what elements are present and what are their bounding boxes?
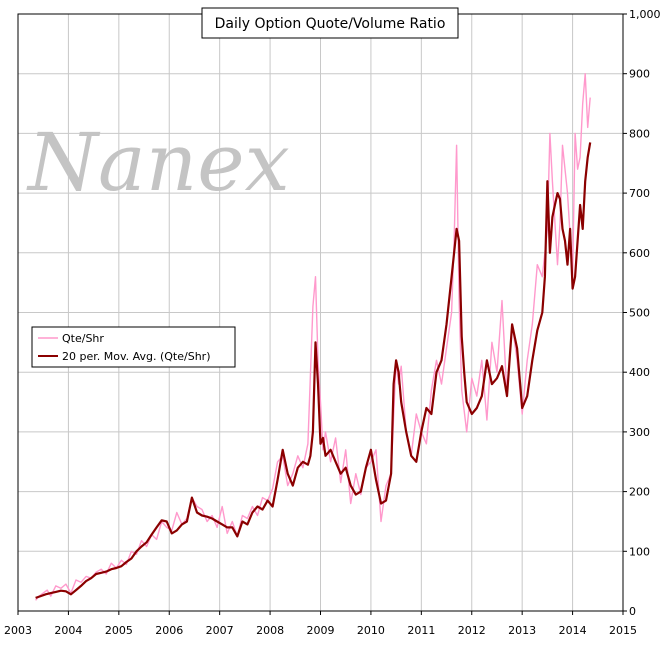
y-axis: 0 100 200 300 400 500 600 700 800 900 1,000 <box>623 8 661 618</box>
chart-title: Daily Option Quote/Volume Ratio <box>215 16 446 32</box>
y-tick-label: 500 <box>629 307 650 320</box>
y-tick-label: 400 <box>629 366 650 379</box>
x-tick-label: 2009 <box>307 624 335 637</box>
y-tick-label: 300 <box>629 426 650 439</box>
series-line-daily-ratio <box>35 72 591 601</box>
x-tick-label: 2012 <box>458 624 486 637</box>
y-tick-label: 700 <box>629 187 650 200</box>
x-tick-label: 2010 <box>357 624 385 637</box>
series-line-moving-average <box>35 142 592 599</box>
y-tick-label: 1,000 <box>629 8 661 21</box>
series-layer <box>35 72 592 601</box>
x-tick-label: 2006 <box>155 624 183 637</box>
grid-lines <box>18 14 623 611</box>
x-tick-label: 2011 <box>407 624 435 637</box>
x-tick-label: 2005 <box>105 624 133 637</box>
x-tick-label: 2003 <box>4 624 32 637</box>
x-axis: 2003 2004 2005 2006 2007 2008 2009 2010 2011 2012… <box>4 611 637 637</box>
chart-title-box: Daily Option Quote/Volume Ratio <box>201 7 459 39</box>
x-tick-label: 2008 <box>256 624 284 637</box>
y-tick-label: 600 <box>629 247 650 260</box>
x-tick-label: 2007 <box>206 624 234 637</box>
legend-label-daily: Qte/Shr <box>62 332 104 345</box>
x-tick-label: 2014 <box>559 624 587 637</box>
watermark: Nanex <box>26 116 290 209</box>
y-tick-label: 200 <box>629 486 650 499</box>
y-tick-label: 800 <box>629 127 650 140</box>
x-tick-label: 2015 <box>609 624 637 637</box>
x-tick-label: 2004 <box>54 624 82 637</box>
x-tick-label: 2013 <box>508 624 536 637</box>
y-tick-label: 100 <box>629 545 650 558</box>
legend: Qte/Shr 20 per. Mov. Avg. (Qte/Shr) <box>31 326 236 368</box>
chart-title-frame <box>201 7 459 39</box>
legend-label-average: 20 per. Mov. Avg. (Qte/Shr) <box>62 350 211 363</box>
y-tick-label: 0 <box>629 605 636 618</box>
watermark-text: Nanex <box>26 116 290 209</box>
y-tick-label: 900 <box>629 68 650 81</box>
legend-frame <box>31 326 236 368</box>
